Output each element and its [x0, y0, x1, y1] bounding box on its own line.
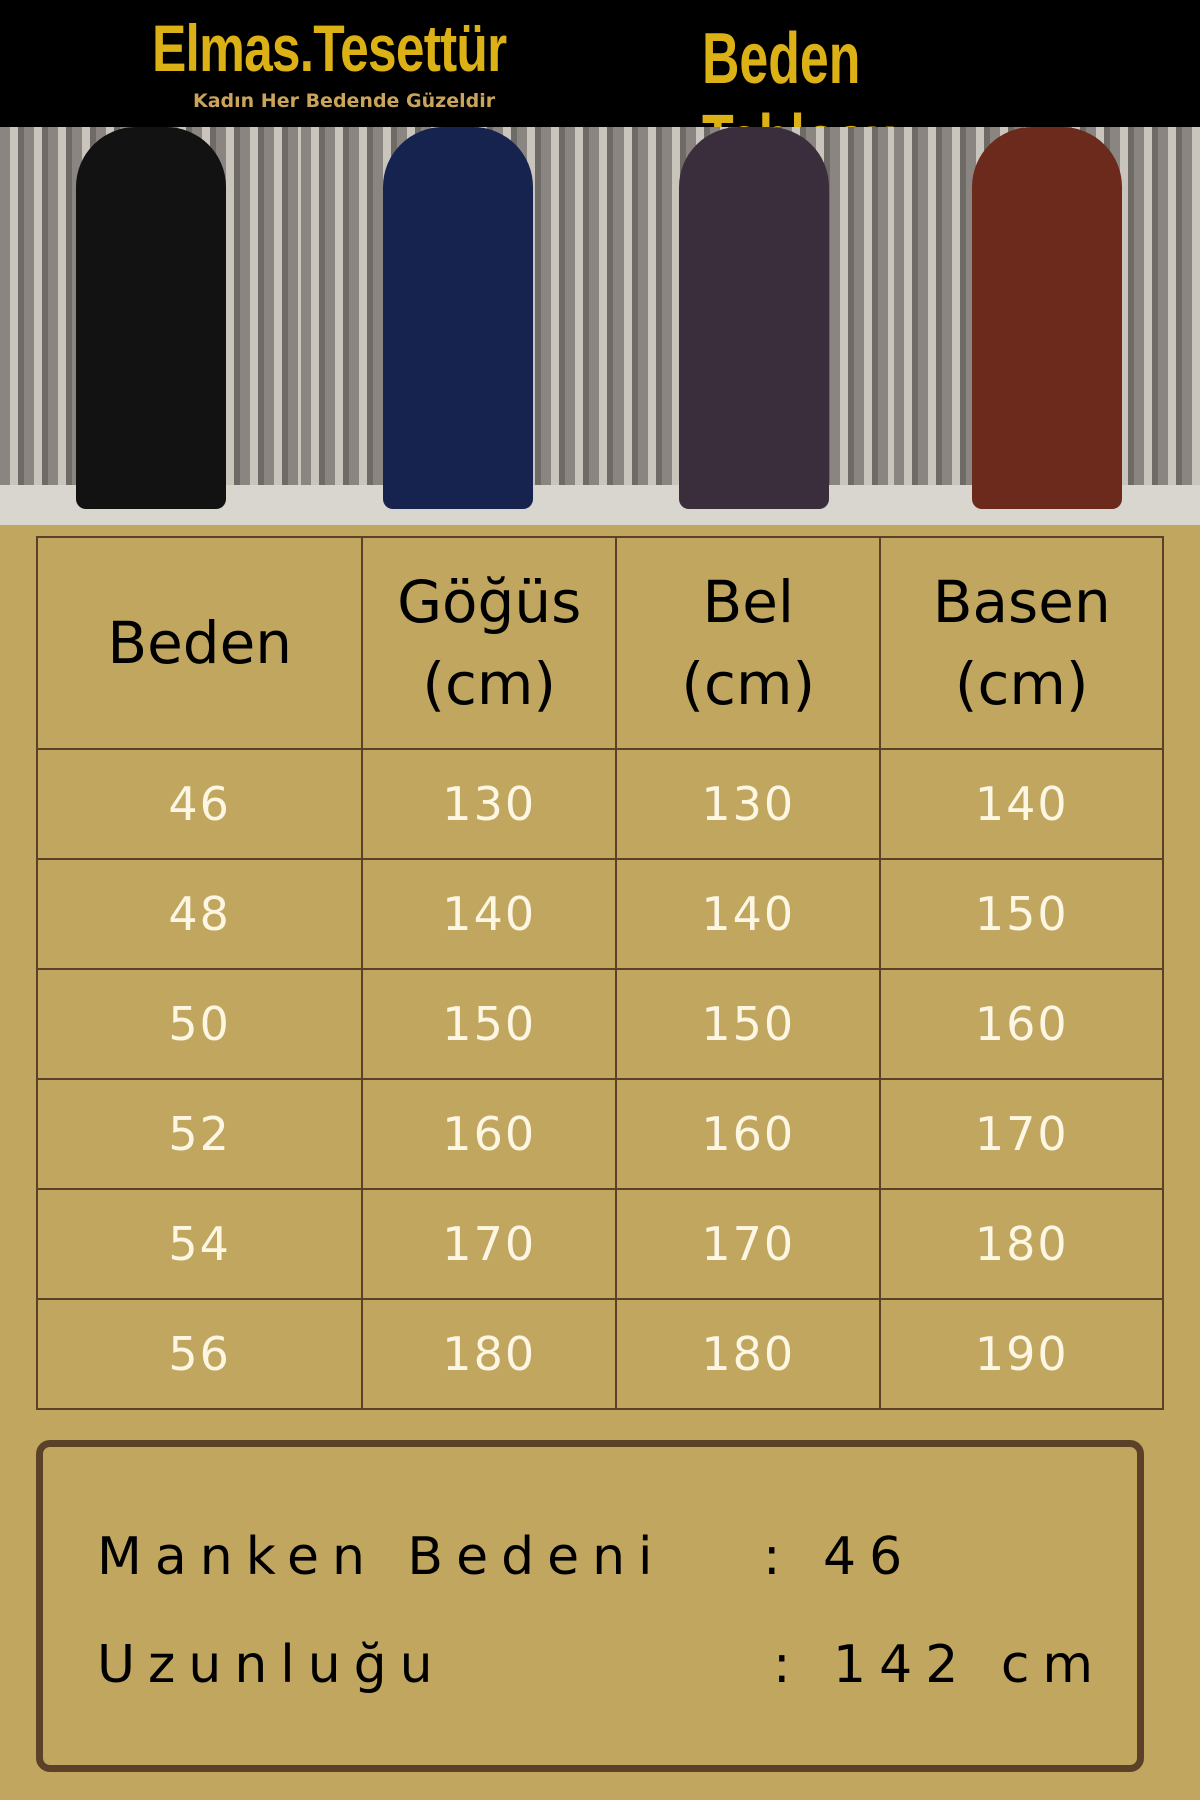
cell-basen: 170 — [879, 1078, 1164, 1190]
cell-gogus: 150 — [361, 968, 618, 1080]
cell-basen: 180 — [879, 1188, 1164, 1300]
cell-gogus: 170 — [361, 1188, 618, 1300]
product-photo-purple — [614, 127, 894, 525]
cell-basen: 190 — [879, 1298, 1164, 1410]
product-photos — [0, 127, 1200, 525]
length-label: Uzunluğu — [97, 1635, 446, 1695]
cell-beden: 46 — [35, 748, 364, 860]
cell-bel: 150 — [615, 968, 882, 1080]
cell-beden: 50 — [35, 968, 364, 1080]
table-header-row: Beden Göğüs (cm) Bel (cm) Basen (cm) — [35, 536, 1164, 750]
model-info-box: Manken Bedeni : 46 Uzunluğu : 142 cm — [36, 1440, 1144, 1772]
cell-beden: 48 — [35, 858, 364, 970]
cell-gogus: 180 — [361, 1298, 618, 1410]
table-row: 48 140 140 150 — [35, 858, 1164, 970]
dress-image — [382, 127, 533, 510]
cell-bel: 140 — [615, 858, 882, 970]
product-photo-black — [0, 127, 301, 525]
cell-basen: 160 — [879, 968, 1164, 1080]
cell-bel: 130 — [615, 748, 882, 860]
brand-tagline: Kadın Her Bedende Güzeldir — [193, 90, 496, 112]
table-row: 52 160 160 170 — [35, 1078, 1164, 1190]
cell-bel: 180 — [615, 1298, 882, 1410]
header-bel: Bel (cm) — [615, 536, 882, 750]
header-gogus: Göğüs (cm) — [361, 536, 618, 750]
cell-beden: 54 — [35, 1188, 364, 1300]
dress-image — [679, 127, 829, 510]
cell-basen: 140 — [879, 748, 1164, 860]
table-row: 56 180 180 190 — [35, 1298, 1164, 1410]
cell-bel: 160 — [615, 1078, 882, 1190]
cell-basen: 150 — [879, 858, 1164, 970]
cell-beden: 56 — [35, 1298, 364, 1410]
cell-gogus: 140 — [361, 858, 618, 970]
cell-gogus: 160 — [361, 1078, 618, 1190]
header-banner: Elmas.Tesettür Kadın Her Bedende Güzeldi… — [0, 0, 1200, 181]
brand-logo: Elmas.Tesettür — [152, 11, 507, 85]
dress-image — [972, 127, 1122, 510]
model-size-value: : 46 — [763, 1527, 916, 1587]
header-beden: Beden — [35, 536, 364, 750]
product-photo-brown — [894, 127, 1200, 525]
dress-image — [75, 127, 226, 510]
size-table: Beden Göğüs (cm) Bel (cm) Basen (cm) 46 1… — [35, 536, 1164, 1410]
cell-bel: 170 — [615, 1188, 882, 1300]
product-photo-navy — [301, 127, 614, 525]
table-row: 54 170 170 180 — [35, 1188, 1164, 1300]
header-basen: Basen (cm) — [879, 536, 1164, 750]
cell-beden: 52 — [35, 1078, 364, 1190]
length-value: : 142 cm — [773, 1635, 1107, 1695]
table-row: 50 150 150 160 — [35, 968, 1164, 1080]
model-size-label: Manken Bedeni — [97, 1527, 666, 1587]
table-row: 46 130 130 140 — [35, 748, 1164, 860]
cell-gogus: 130 — [361, 748, 618, 860]
